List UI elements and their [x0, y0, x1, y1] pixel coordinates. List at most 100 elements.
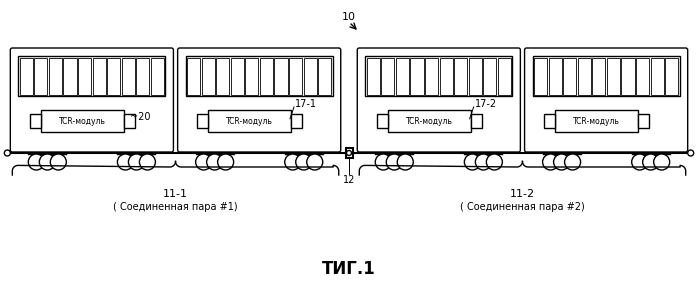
Bar — [563, 57, 577, 94]
Circle shape — [29, 154, 44, 170]
Circle shape — [487, 154, 503, 170]
Bar — [124, 115, 135, 128]
Circle shape — [554, 154, 570, 170]
Bar — [636, 57, 649, 94]
Circle shape — [218, 154, 234, 170]
Bar — [246, 57, 258, 94]
Bar — [18, 56, 165, 96]
Circle shape — [128, 154, 144, 170]
Bar — [381, 57, 394, 94]
Circle shape — [140, 154, 156, 170]
Circle shape — [565, 154, 581, 170]
Bar — [260, 57, 273, 94]
Circle shape — [643, 154, 659, 170]
Circle shape — [39, 154, 55, 170]
Circle shape — [306, 154, 322, 170]
Bar — [533, 56, 680, 96]
Bar — [289, 57, 302, 94]
Bar — [274, 57, 288, 94]
Text: 17-2: 17-2 — [475, 99, 497, 109]
Text: TCR-модуль: TCR-модуль — [406, 117, 453, 125]
Bar — [197, 115, 208, 128]
Bar — [593, 57, 605, 94]
Bar — [555, 110, 638, 132]
Bar — [208, 110, 291, 132]
Bar — [544, 115, 555, 128]
Bar — [202, 57, 215, 94]
Bar — [365, 56, 512, 96]
Bar — [93, 57, 105, 94]
Text: 10: 10 — [342, 12, 356, 22]
Bar — [483, 57, 496, 94]
Text: 11-2: 11-2 — [510, 189, 535, 199]
Bar — [231, 57, 244, 94]
Bar — [41, 110, 124, 132]
Bar — [121, 57, 135, 94]
Text: ~20: ~20 — [130, 112, 150, 122]
Text: TCR-модуль: TCR-модуль — [59, 117, 106, 125]
Bar — [20, 57, 33, 94]
Bar — [468, 57, 482, 94]
Circle shape — [542, 154, 558, 170]
FancyBboxPatch shape — [10, 48, 173, 152]
Bar — [425, 57, 438, 94]
Circle shape — [376, 154, 392, 170]
Bar — [78, 57, 91, 94]
Bar — [388, 110, 470, 132]
Bar — [30, 115, 41, 128]
Bar — [470, 115, 482, 128]
Bar — [377, 115, 388, 128]
Bar — [318, 57, 332, 94]
Circle shape — [475, 154, 491, 170]
Text: 12: 12 — [343, 175, 355, 185]
Bar — [49, 57, 62, 94]
Bar — [304, 57, 317, 94]
FancyBboxPatch shape — [177, 48, 341, 152]
Bar — [64, 57, 77, 94]
Circle shape — [346, 150, 352, 156]
FancyBboxPatch shape — [357, 48, 521, 152]
Bar — [396, 57, 409, 94]
Bar — [454, 57, 467, 94]
Circle shape — [207, 154, 223, 170]
Circle shape — [632, 154, 648, 170]
Circle shape — [386, 154, 402, 170]
Text: ( Соединенная пара #1): ( Соединенная пара #1) — [113, 202, 238, 212]
Bar — [638, 115, 649, 128]
Bar — [34, 57, 47, 94]
Circle shape — [296, 154, 312, 170]
Bar — [291, 115, 302, 128]
Circle shape — [117, 154, 133, 170]
Text: 17-1: 17-1 — [295, 99, 317, 109]
Text: 11-1: 11-1 — [163, 189, 188, 199]
Bar — [136, 57, 149, 94]
Bar — [498, 57, 511, 94]
Circle shape — [464, 154, 480, 170]
Bar — [151, 57, 164, 94]
Circle shape — [688, 150, 694, 156]
Text: TCR-модуль: TCR-модуль — [573, 117, 620, 125]
Bar — [534, 57, 547, 94]
Text: ΤИГ.1: ΤИГ.1 — [322, 260, 376, 278]
Bar — [607, 57, 620, 94]
Bar — [186, 56, 333, 96]
Bar — [107, 57, 120, 94]
FancyBboxPatch shape — [525, 48, 688, 152]
Bar — [410, 57, 424, 94]
Bar — [651, 57, 664, 94]
Bar — [216, 57, 230, 94]
Bar — [578, 57, 591, 94]
Bar — [366, 57, 380, 94]
Text: ( Соединенная пара #2): ( Соединенная пара #2) — [460, 202, 585, 212]
Bar — [187, 57, 200, 94]
Bar — [549, 57, 562, 94]
Bar — [346, 148, 352, 158]
Bar — [665, 57, 678, 94]
Circle shape — [397, 154, 413, 170]
Bar — [621, 57, 634, 94]
Bar — [440, 57, 452, 94]
Circle shape — [654, 154, 669, 170]
Circle shape — [195, 154, 211, 170]
Text: TCR-модуль: TCR-модуль — [226, 117, 273, 125]
Circle shape — [4, 150, 10, 156]
